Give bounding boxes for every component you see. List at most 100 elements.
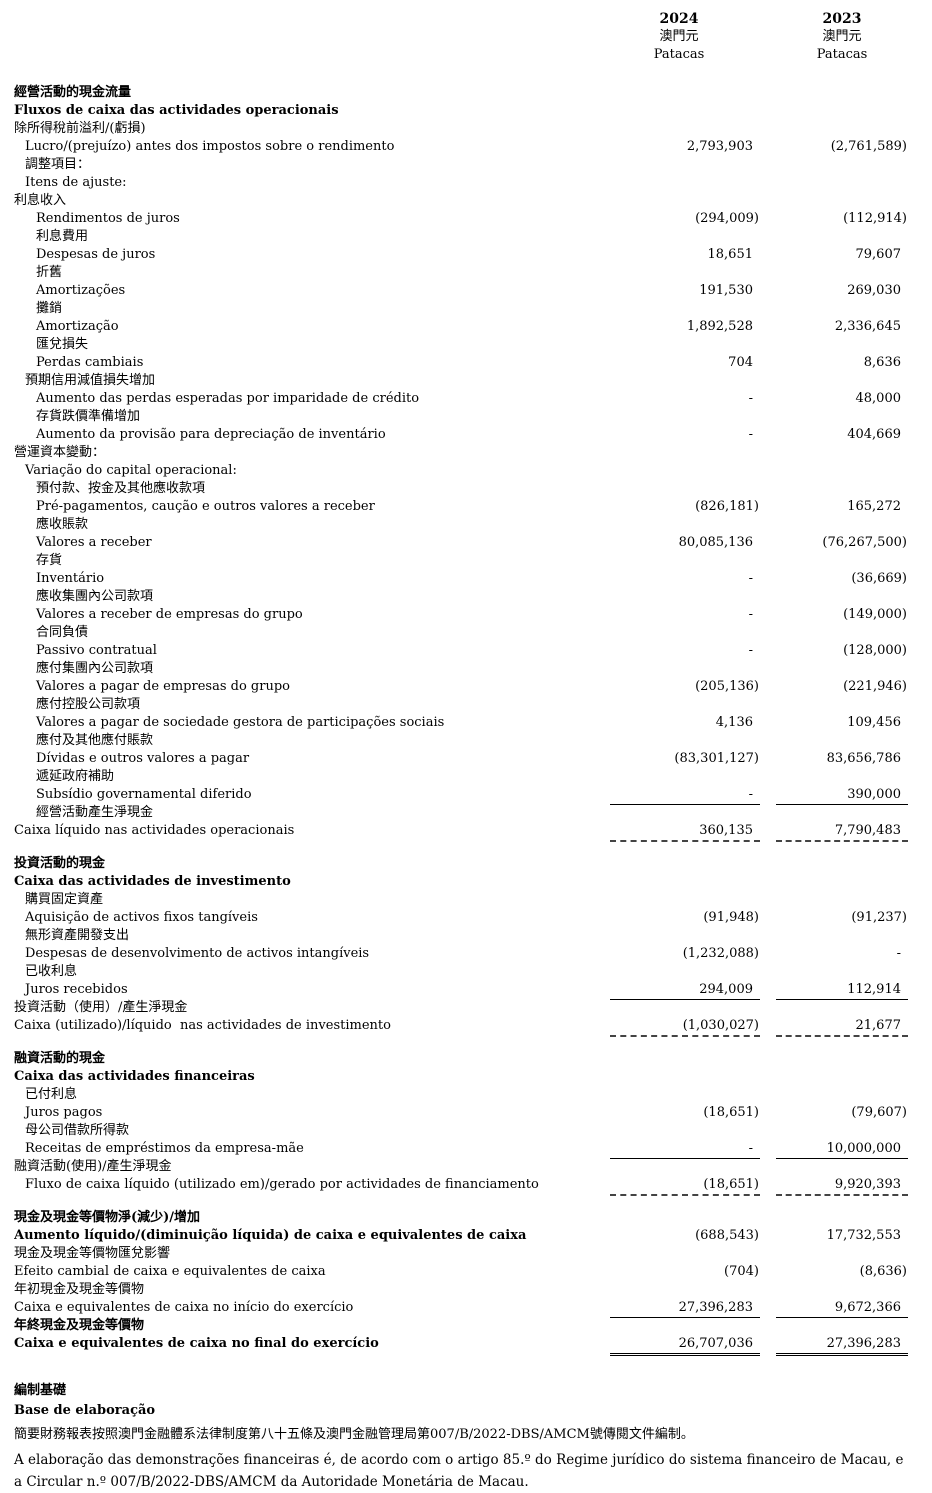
row-label: Aumento líquido/(diminuição líquida) de …: [14, 1228, 527, 1243]
row-label: Itens de ajuste:: [25, 175, 127, 190]
row-label: Caixa das actividades de investimento: [14, 874, 291, 889]
statement-row: Caixa e equivalentes de caixa no final d…: [14, 1335, 908, 1356]
statement-row: 應付集團內公司款項: [14, 660, 908, 678]
statement-row: Caixa líquido nas actividades operaciona…: [14, 822, 908, 842]
statement-row: 無形資產開發支出: [14, 927, 908, 945]
value-2023: 27,396,283: [776, 1335, 908, 1356]
value-2024: (294,009): [695, 211, 759, 226]
row-label: 已付利息: [25, 1087, 78, 1102]
row-label: Fluxos de caixa das actividades operacio…: [14, 103, 339, 118]
statement-row: 應付控股公司款項: [14, 696, 908, 714]
value-2023: 7,790,483: [776, 822, 908, 842]
row-label: 經營活動產生淨現金: [36, 805, 154, 820]
row-label: 調整項目：: [25, 157, 91, 172]
statement-row: 除所得稅前溢利/(虧損): [14, 120, 908, 138]
statement-row: Caixa e equivalentes de caixa no início …: [14, 1299, 908, 1318]
row-label: Efeito cambial de caixa e equivalentes d…: [14, 1264, 326, 1279]
statement-row: 攤銷: [14, 300, 908, 318]
row-label: 應收賬款: [36, 517, 89, 532]
statement-row: Perdas cambiais 704 8,636: [14, 354, 908, 372]
row-label: Despesas de desenvolvimento de activos i…: [25, 946, 370, 961]
value-2024: -: [748, 607, 753, 622]
statement-row: Efeito cambial de caixa e equivalentes d…: [14, 1263, 908, 1281]
value-2024: -: [610, 786, 760, 805]
statement-row: Caixa das actividades financeiras: [14, 1068, 908, 1086]
statement-row: Fluxos de caixa das actividades operacio…: [14, 102, 908, 120]
row-label: Caixa das actividades financeiras: [14, 1069, 255, 1084]
value-2023: 83,656,786: [826, 751, 901, 766]
value-2023: 10,000,000: [776, 1140, 908, 1159]
row-label: Amortização: [36, 319, 119, 334]
value-2023: -: [896, 946, 901, 961]
statement-row: 預付款、按金及其他應收款項: [14, 480, 908, 498]
statement-row: 現金及現金等價物淨(減少)/增加: [14, 1209, 908, 1227]
statement-row: Valores a pagar de sociedade gestora de …: [14, 714, 908, 732]
row-label: Valores a receber de empresas do grupo: [36, 607, 303, 622]
statement-row: Amortizações 191,530 269,030: [14, 282, 908, 300]
row-label: Aquisição de activos fixos tangíveis: [25, 910, 258, 925]
statement-row: 預期信用減值損失增加: [14, 372, 908, 390]
value-2024: (83,301,127): [674, 751, 759, 766]
row-label: 應收集團內公司款項: [36, 589, 154, 604]
value-2024: (91,948): [703, 910, 759, 925]
row-label: 折舊: [36, 265, 63, 280]
row-label: Fluxo de caixa líquido (utilizado em)/ge…: [25, 1177, 539, 1192]
row-label: Valores a receber: [36, 535, 152, 550]
row-label: 年終現金及現金等價物: [14, 1318, 145, 1333]
statement-row: 應收賬款: [14, 516, 908, 534]
statement-row: Valores a pagar de empresas do grupo (205…: [14, 678, 908, 696]
value-2024: 360,135: [610, 822, 760, 842]
column-header-2024: 2024 澳門元 Patacas: [584, 10, 754, 64]
statement-row: 年終現金及現金等價物: [14, 1317, 908, 1335]
value-2023: 112,914: [776, 981, 908, 1000]
row-label: Aumento da provisão para depreciação de …: [36, 427, 386, 442]
statement-row: Pré-pagamentos, caução e outros valores …: [14, 498, 908, 516]
value-2024: 80,085,136: [678, 535, 753, 550]
row-label: 存貨: [36, 553, 63, 568]
value-2023: (128,000): [843, 643, 907, 658]
statement-row: Despesas de desenvolvimento de activos i…: [14, 945, 908, 963]
row-label: Caixa e equivalentes de caixa no final d…: [14, 1336, 379, 1351]
statement-row: Subsídio governamental diferido -390,000: [14, 786, 908, 805]
statement-row: 調整項目：: [14, 156, 908, 174]
row-label: Perdas cambiais: [36, 355, 144, 370]
statement-row: Inventário - (36,669): [14, 570, 908, 588]
notes-body-zh: 簡要財務報表按照澳門金融體系法律制度第八十五條及澳門金融管理局第007/B/20…: [14, 1427, 694, 1442]
year-label-2023: 2023: [822, 11, 862, 27]
value-2024: 18,651: [707, 247, 754, 262]
column-headers: 2024 澳門元 Patacas 2023 澳門元 Patacas: [14, 10, 908, 64]
row-label: Caixa (utilizado)/líquido nas actividade…: [14, 1018, 391, 1033]
row-label: 存貨跌價準備增加: [36, 409, 141, 424]
statement-row: 融資活動的現金: [14, 1050, 908, 1068]
value-2024: 27,396,283: [610, 1299, 760, 1318]
statement-row: Juros recebidos 294,009 112,914: [14, 981, 908, 1000]
row-label: 匯兌損失: [36, 337, 89, 352]
row-label: Despesas de juros: [36, 247, 156, 262]
statement-row: 年初現金及現金等價物: [14, 1281, 908, 1299]
notes-body-pt: A elaboração das demonstrações financeir…: [14, 1452, 904, 1490]
row-label: Inventário: [36, 571, 105, 586]
currency-zh-2024: 澳門元: [659, 29, 699, 44]
statement-row: 遞延政府補助: [14, 768, 908, 786]
row-label: 年初現金及現金等價物: [14, 1282, 145, 1297]
value-2023: 48,000: [855, 391, 902, 406]
value-2023: 17,732,553: [826, 1228, 901, 1243]
value-2024: (1,232,088): [682, 946, 759, 961]
value-2023: 9,920,393: [776, 1176, 908, 1196]
value-2024: 704: [728, 355, 753, 370]
value-2023: 109,456: [847, 715, 901, 730]
value-2023: (8,636): [859, 1264, 907, 1279]
year-label-2024: 2024: [659, 11, 699, 27]
statement-row: Lucro/(prejuízo) antes dos impostos sobr…: [14, 138, 908, 156]
value-2024: 26,707,036: [610, 1335, 760, 1356]
statement-row: 投資活動的現金: [14, 855, 908, 873]
statement-row: 合同負債: [14, 624, 908, 642]
statement-row: Receitas de empréstimos da empresa-mãe -1…: [14, 1140, 908, 1159]
row-label: 現金及現金等價物淨(減少)/增加: [14, 1210, 201, 1225]
statement-row: 應收集團內公司款項: [14, 588, 908, 606]
row-label: Subsídio governamental diferido: [36, 787, 252, 802]
statement-row: Itens de ajuste:: [14, 174, 908, 192]
row-label: Valores a pagar de empresas do grupo: [36, 679, 290, 694]
value-2024: -: [748, 391, 753, 406]
row-label: 應付集團內公司款項: [36, 661, 154, 676]
